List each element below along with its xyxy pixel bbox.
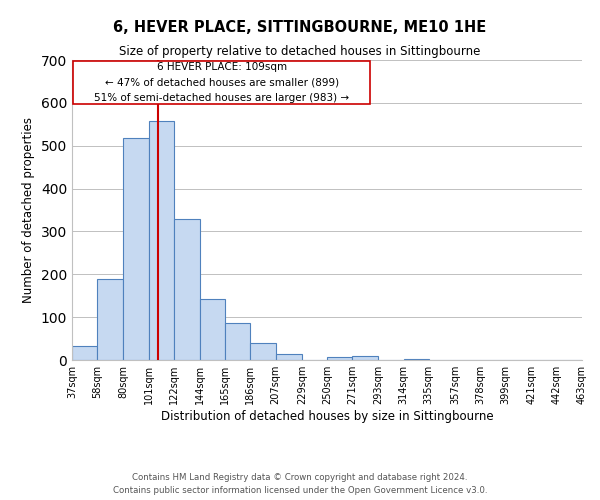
Bar [327, 356, 352, 360]
Bar [275, 354, 302, 360]
Bar [200, 298, 225, 360]
Bar [225, 322, 250, 360]
Bar [124, 138, 149, 360]
Bar [250, 343, 275, 360]
Bar [72, 346, 97, 360]
Bar [174, 220, 200, 360]
Y-axis label: Number of detached properties: Number of detached properties [22, 117, 35, 303]
Bar [404, 358, 429, 360]
Text: 6 HEVER PLACE: 109sqm
← 47% of detached houses are smaller (899)
51% of semi-det: 6 HEVER PLACE: 109sqm ← 47% of detached … [94, 62, 349, 103]
X-axis label: Distribution of detached houses by size in Sittingbourne: Distribution of detached houses by size … [161, 410, 493, 423]
Text: 6, HEVER PLACE, SITTINGBOURNE, ME10 1HE: 6, HEVER PLACE, SITTINGBOURNE, ME10 1HE [113, 20, 487, 35]
Bar [97, 278, 124, 360]
Text: Size of property relative to detached houses in Sittingbourne: Size of property relative to detached ho… [119, 45, 481, 58]
Text: Contains HM Land Registry data © Crown copyright and database right 2024.
Contai: Contains HM Land Registry data © Crown c… [113, 474, 487, 495]
Bar [149, 122, 174, 360]
FancyBboxPatch shape [73, 61, 370, 104]
Bar [352, 356, 379, 360]
